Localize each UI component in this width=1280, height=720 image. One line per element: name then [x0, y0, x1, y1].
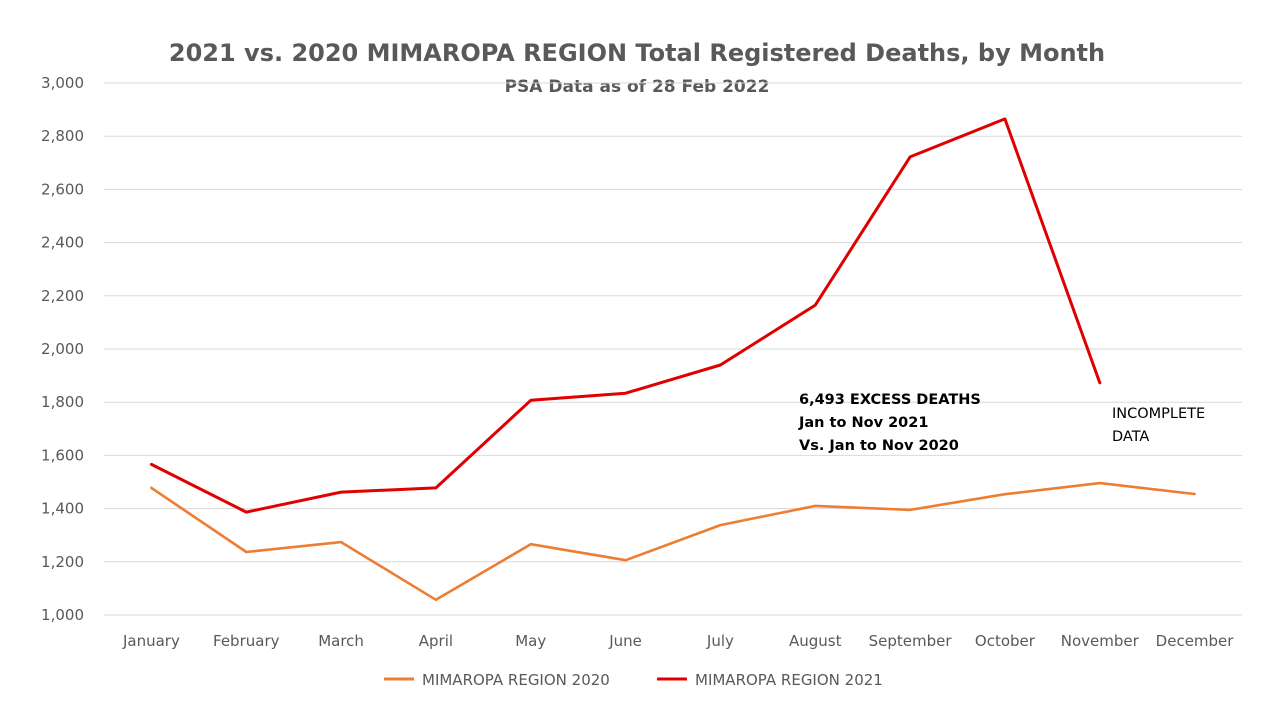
excess-deaths-annotation: 6,493 EXCESS DEATHS Jan to Nov 2021 Vs. …	[798, 392, 981, 454]
data-point	[339, 490, 343, 494]
chart-subtitle: PSA Data as of 28 Feb 2022	[505, 77, 770, 97]
data-point	[434, 486, 438, 490]
x-axis-ticks: January February March April May June July Augu…	[122, 632, 1234, 650]
x-tick-label: October	[975, 632, 1036, 650]
y-tick-label: 2,000	[41, 340, 84, 358]
data-point	[908, 155, 912, 159]
data-point	[1193, 492, 1196, 496]
x-tick-label: November	[1061, 632, 1140, 650]
data-point	[624, 391, 627, 395]
series-lines	[149, 117, 1196, 602]
data-point	[814, 303, 817, 307]
data-point	[719, 363, 722, 367]
y-tick-label: 3,000	[41, 74, 84, 92]
chart-title: 2021 vs. 2020 MIMAROPA REGION Total Regi…	[169, 39, 1105, 67]
data-point	[1003, 493, 1007, 496]
data-point	[529, 543, 532, 546]
excess-deaths-line-3: Vs. Jan to Nov 2020	[799, 438, 959, 454]
data-point	[245, 550, 248, 554]
data-point	[434, 598, 438, 602]
legend-label-2021: MIMAROPA REGION 2021	[695, 671, 883, 689]
excess-deaths-line-2: Jan to Nov 2021	[798, 415, 928, 431]
data-point	[529, 399, 532, 402]
legend-label-2020: MIMAROPA REGION 2020	[422, 671, 610, 689]
x-tick-label: February	[213, 632, 280, 650]
incomplete-data-line-1: INCOMPLETE	[1112, 406, 1205, 422]
y-tick-label: 1,400	[41, 500, 84, 518]
data-point	[719, 523, 722, 527]
x-tick-label: August	[789, 632, 842, 650]
x-tick-label: January	[122, 632, 180, 650]
y-tick-label: 2,800	[41, 127, 84, 145]
incomplete-data-annotation: INCOMPLETE DATA	[1112, 406, 1205, 445]
y-tick-label: 2,200	[41, 287, 84, 305]
y-tick-label: 1,600	[41, 446, 84, 464]
series-line-2020	[150, 481, 1196, 602]
data-point	[1098, 381, 1101, 384]
legend: MIMAROPA REGION 2020 MIMAROPA REGION 202…	[384, 671, 883, 689]
x-tick-label: July	[706, 632, 734, 650]
data-point	[150, 463, 153, 466]
x-tick-label: May	[515, 632, 546, 650]
y-tick-label: 2,600	[41, 180, 84, 198]
x-tick-label: March	[318, 632, 364, 650]
data-point	[1003, 117, 1007, 121]
data-point	[1098, 481, 1101, 485]
data-point	[814, 504, 817, 508]
data-point	[150, 486, 153, 490]
x-tick-label: September	[869, 632, 953, 650]
data-point	[624, 559, 627, 562]
y-axis-ticks: 1,000 1,200 1,400 1,600 1,800 2,000 2,200 2,400…	[41, 74, 84, 624]
y-tick-label: 1,200	[41, 553, 84, 571]
incomplete-data-line-2: DATA	[1112, 429, 1149, 445]
gridlines	[104, 82, 1242, 616]
x-tick-label: June	[608, 632, 642, 650]
y-tick-label: 2,400	[41, 234, 84, 252]
y-tick-label: 1,800	[41, 393, 84, 411]
x-tick-label: April	[419, 632, 453, 650]
y-tick-label: 1,000	[41, 606, 84, 624]
x-tick-label: December	[1156, 632, 1235, 650]
data-point	[908, 508, 912, 512]
data-point	[245, 510, 248, 514]
data-point	[339, 540, 343, 544]
excess-deaths-line-1: 6,493 EXCESS DEATHS	[799, 392, 981, 408]
